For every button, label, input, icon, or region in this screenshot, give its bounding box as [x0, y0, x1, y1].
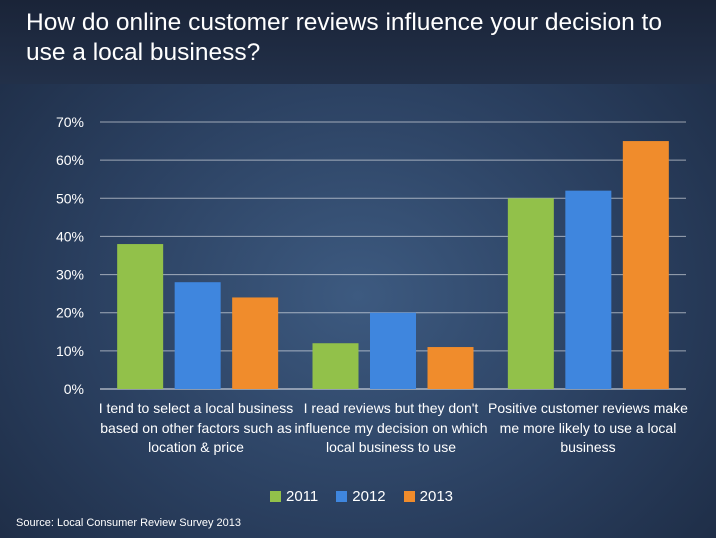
- y-tick-label: 70%: [56, 114, 84, 130]
- bar-2011-category-2: [312, 343, 359, 389]
- y-tick-label: 10%: [56, 343, 84, 359]
- bar-2012-category-3: [565, 190, 612, 389]
- legend-label-2012: 2012: [352, 487, 386, 505]
- legend-swatch-2013: [403, 490, 415, 502]
- legend-item-2012: 2012: [336, 487, 386, 505]
- bar-2013-category-1: [232, 297, 279, 389]
- y-tick-label: 60%: [56, 152, 84, 168]
- category-label-2: I read reviews but they don't influence …: [294, 400, 488, 455]
- y-tick-label: 50%: [56, 190, 84, 206]
- chart-title: How do online customer reviews influence…: [26, 9, 662, 66]
- y-tick-label: 0%: [64, 381, 84, 397]
- legend-item-2013: 2013: [403, 487, 454, 505]
- category-label-3: Positive customer reviews make me more l…: [488, 400, 688, 455]
- title-band: [0, 0, 716, 84]
- legend: 2011 2012 2013: [270, 486, 453, 506]
- bar-2013-category-2: [427, 347, 474, 389]
- legend-label-2013: 2013: [419, 487, 454, 505]
- y-tick-label: 30%: [56, 267, 84, 283]
- category-labels: I tend to select a local business based …: [0, 399, 716, 479]
- bar-2011-category-1: [117, 244, 164, 389]
- y-tick-label: 20%: [56, 305, 84, 321]
- y-tick-label: 40%: [56, 228, 84, 244]
- category-label-1: I tend to select a local business based …: [98, 400, 294, 455]
- legend-item-2011: 2011: [270, 488, 318, 505]
- legend-label-2011: 2011: [286, 487, 319, 505]
- bar-2013-category-3: [622, 141, 669, 389]
- legend-swatch-2011: [270, 490, 281, 502]
- bar-2012-category-1: [174, 282, 221, 389]
- bar-2011-category-3: [507, 198, 554, 389]
- source-note: Source: Local Consumer Review Survey 201…: [16, 517, 242, 529]
- bar-2012-category-2: [370, 312, 416, 389]
- legend-swatch-2012: [336, 490, 348, 502]
